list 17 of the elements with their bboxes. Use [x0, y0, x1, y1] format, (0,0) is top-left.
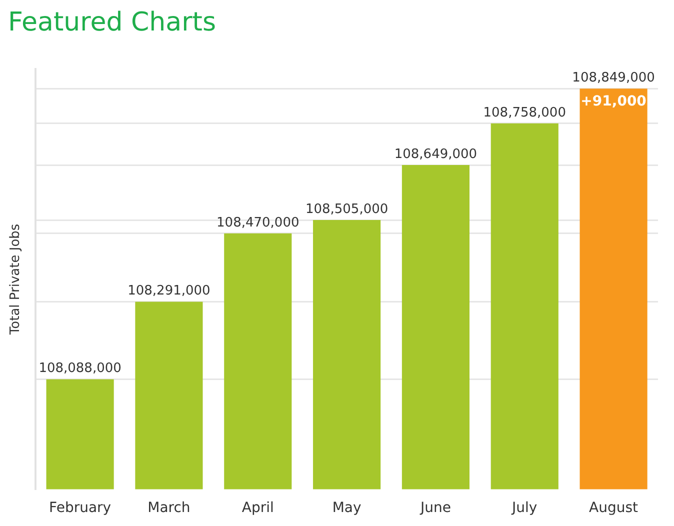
- x-tick-label: May: [332, 500, 362, 516]
- x-tick-label: August: [589, 500, 639, 516]
- x-tick-label: March: [148, 500, 190, 516]
- data-label: 108,849,000: [572, 70, 655, 86]
- x-tick-label: July: [511, 500, 538, 516]
- data-label: 108,649,000: [394, 146, 478, 162]
- data-label: 108,291,000: [128, 284, 210, 299]
- data-label: 108,088,000: [38, 361, 122, 376]
- y-axis-title: Total Private Jobs: [8, 224, 24, 336]
- x-tick-label: June: [419, 500, 451, 516]
- x-tick-label: April: [242, 500, 274, 516]
- annotation: +91,000: [580, 93, 647, 110]
- x-tick-label: February: [49, 500, 112, 516]
- data-label: 108,505,000: [305, 202, 388, 217]
- chart-title: Featured Charts: [8, 7, 216, 38]
- data-label: 108,758,000: [483, 105, 566, 120]
- data-label: 108,470,000: [216, 215, 300, 230]
